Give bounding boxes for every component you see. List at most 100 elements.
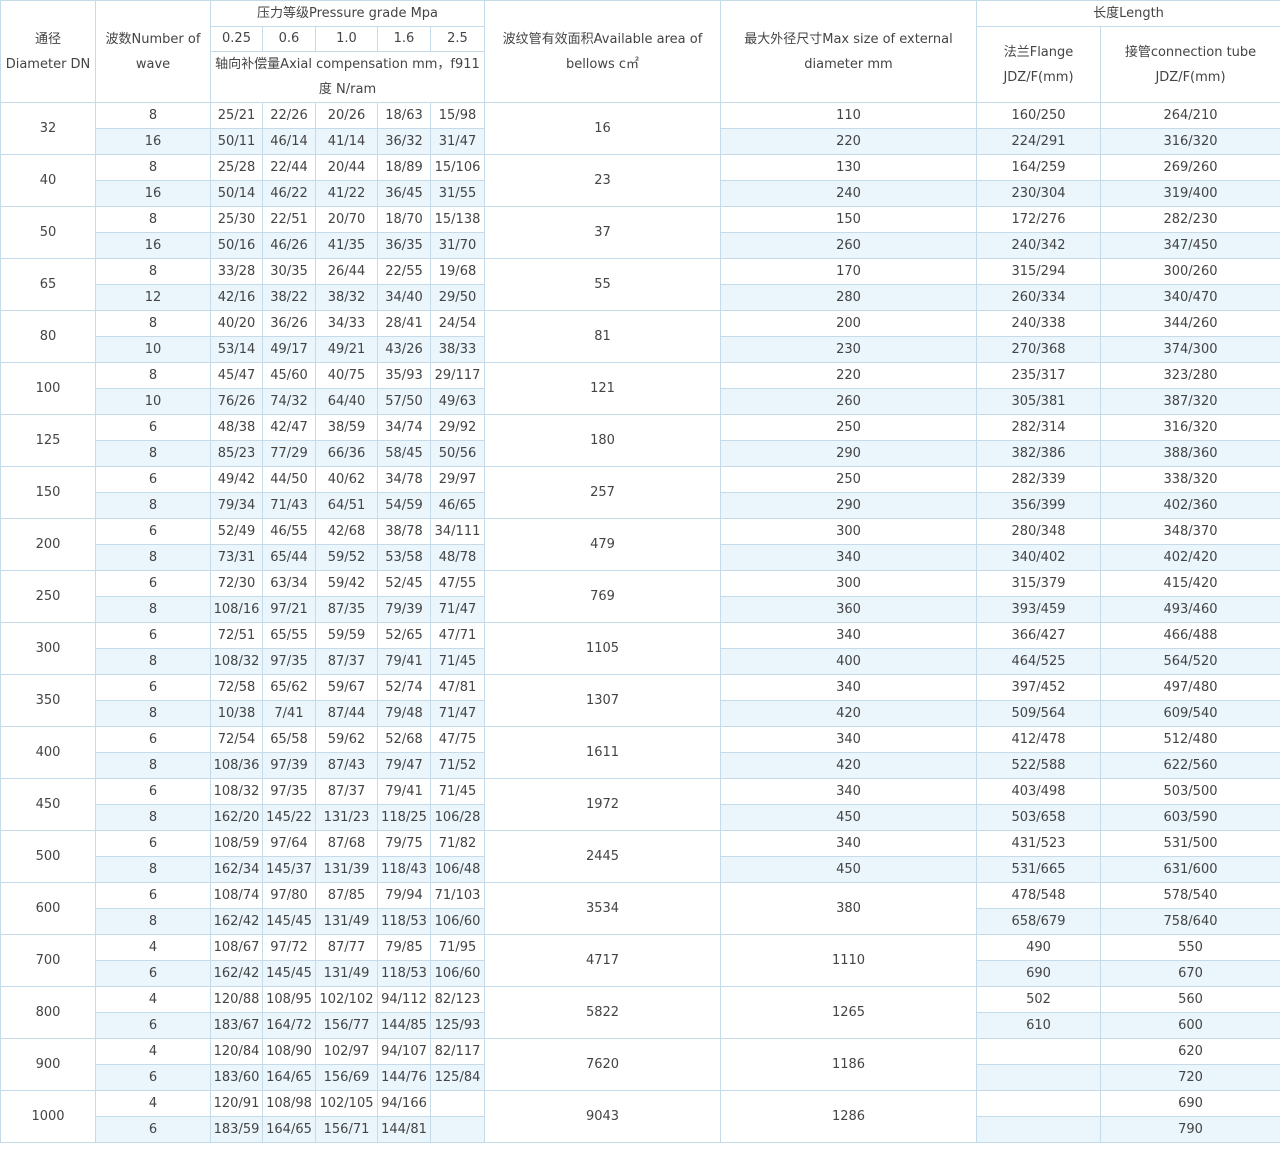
table-row: 32 8 25/21 22/26 20/26 18/63 15/98 16 110 160/250… bbox=[0, 102, 1280, 155]
compensation-cell: 45/47 bbox=[210, 362, 263, 389]
compensation-cell: 25/21 bbox=[210, 102, 263, 129]
tube-cell: 550 bbox=[1100, 934, 1280, 961]
compensation-cell: 145/37 bbox=[262, 856, 316, 883]
max-size-cell: 300 bbox=[720, 518, 977, 545]
table-row: 200 6 52/49 46/55 42/68 38/78 34/111 479 300 280/… bbox=[0, 518, 1280, 571]
compensation-cell: 29/117 bbox=[430, 362, 485, 389]
dn-cell: 1000 bbox=[0, 1090, 96, 1143]
wave-cell: 6 bbox=[95, 570, 211, 597]
wave-cell: 4 bbox=[95, 986, 211, 1013]
max-size-cell: 260 bbox=[720, 388, 977, 415]
max-size-cell: 230 bbox=[720, 336, 977, 363]
flange-cell: 502 bbox=[976, 986, 1101, 1013]
header-cell: 压力等级Pressure grade Mpa bbox=[210, 0, 485, 27]
wave-cell: 8 bbox=[95, 544, 211, 571]
compensation-cell: 108/16 bbox=[210, 596, 263, 623]
compensation-cell: 18/70 bbox=[377, 206, 431, 233]
area-cell: 180 bbox=[484, 414, 721, 467]
wave-cell: 6 bbox=[95, 414, 211, 441]
wave-cell: 8 bbox=[95, 440, 211, 467]
area-cell: 23 bbox=[484, 154, 721, 207]
flange-cell bbox=[976, 1064, 1101, 1091]
table-row: 8 108/16 97/21 87/35 79/39 71/47 360 393/459 493… bbox=[1, 596, 1280, 623]
table-row: 350 6 72/58 65/62 59/67 52/74 47/81 1307 340 397/… bbox=[0, 674, 1280, 727]
table-row: 600 6 108/74 97/80 87/85 79/94 71/103 3534 380 47… bbox=[0, 882, 1280, 935]
dn-cell: 250 bbox=[0, 570, 96, 623]
max-size-cell: 220 bbox=[720, 128, 977, 155]
area-cell: 5822 bbox=[484, 986, 721, 1039]
compensation-cell: 102/105 bbox=[315, 1090, 378, 1117]
compensation-cell: 52/65 bbox=[377, 622, 431, 649]
compensation-cell: 19/68 bbox=[430, 258, 485, 285]
table-row: 6 183/59 164/65 156/71 144/81 790 bbox=[1, 1116, 1280, 1143]
tube-cell: 323/280 bbox=[1100, 362, 1280, 389]
compensation-cell: 35/93 bbox=[377, 362, 431, 389]
wave-cell: 16 bbox=[95, 232, 211, 259]
wave-cell: 6 bbox=[95, 674, 211, 701]
tube-cell: 466/488 bbox=[1100, 622, 1280, 649]
compensation-cell: 79/34 bbox=[210, 492, 263, 519]
compensation-cell: 144/81 bbox=[377, 1116, 431, 1143]
max-size-cell: 420 bbox=[720, 752, 977, 779]
compensation-cell: 183/67 bbox=[210, 1012, 263, 1039]
flange-cell: 315/294 bbox=[976, 258, 1101, 285]
max-size-cell: 290 bbox=[720, 440, 977, 467]
compensation-cell: 72/30 bbox=[210, 570, 263, 597]
compensation-cell: 38/78 bbox=[377, 518, 431, 545]
compensation-cell: 15/106 bbox=[430, 154, 485, 181]
compensation-cell: 131/23 bbox=[315, 804, 378, 831]
wave-cell: 8 bbox=[95, 596, 211, 623]
area-cell: 81 bbox=[484, 310, 721, 363]
compensation-cell: 118/53 bbox=[377, 960, 431, 987]
compensation-cell: 97/21 bbox=[262, 596, 316, 623]
wave-cell: 6 bbox=[95, 726, 211, 753]
compensation-cell: 54/59 bbox=[377, 492, 431, 519]
compensation-cell: 87/85 bbox=[315, 882, 378, 909]
compensation-cell: 64/40 bbox=[315, 388, 378, 415]
compensation-cell: 106/48 bbox=[430, 856, 485, 883]
max-size-cell: 130 bbox=[720, 154, 977, 181]
flange-cell: 509/564 bbox=[976, 700, 1101, 727]
wave-cell: 8 bbox=[95, 102, 211, 129]
tube-cell: 402/420 bbox=[1100, 544, 1280, 571]
wave-cell: 8 bbox=[95, 856, 211, 883]
compensation-cell: 40/20 bbox=[210, 310, 263, 337]
compensation-cell: 120/88 bbox=[210, 986, 263, 1013]
dn-cell: 150 bbox=[0, 466, 96, 519]
compensation-cell: 36/32 bbox=[377, 128, 431, 155]
compensation-cell: 46/14 bbox=[262, 128, 316, 155]
compensation-cell: 65/44 bbox=[262, 544, 316, 571]
compensation-cell: 94/107 bbox=[377, 1038, 431, 1065]
compensation-cell: 125/84 bbox=[430, 1064, 485, 1091]
compensation-cell: 79/41 bbox=[377, 648, 431, 675]
compensation-cell: 20/26 bbox=[315, 102, 378, 129]
max-size-cell: 110 bbox=[720, 102, 977, 129]
compensation-cell: 183/59 bbox=[210, 1116, 263, 1143]
table-row: 8 162/42 145/45 131/49 118/53 106/60 658/679 75… bbox=[1, 908, 1280, 935]
table-row: 8 108/32 97/35 87/37 79/41 71/45 400 464/525 564… bbox=[1, 648, 1280, 675]
compensation-cell: 162/42 bbox=[210, 908, 263, 935]
area-cell: 121 bbox=[484, 362, 721, 415]
compensation-cell: 46/26 bbox=[262, 232, 316, 259]
tube-cell: 720 bbox=[1100, 1064, 1280, 1091]
compensation-cell: 34/78 bbox=[377, 466, 431, 493]
flange-cell: 270/368 bbox=[976, 336, 1101, 363]
wave-cell: 6 bbox=[95, 466, 211, 493]
table-row: 8 79/34 71/43 64/51 54/59 46/65 290 356/399 402/… bbox=[1, 492, 1280, 519]
table-row: 450 6 108/32 97/35 87/37 79/41 71/45 1972 340 403… bbox=[0, 778, 1280, 831]
area-cell: 257 bbox=[484, 466, 721, 519]
header-cell: 最大外径尺寸Max size of external diameter mm bbox=[720, 0, 977, 103]
compensation-cell: 72/54 bbox=[210, 726, 263, 753]
compensation-cell: 108/67 bbox=[210, 934, 263, 961]
compensation-cell: 97/35 bbox=[262, 648, 316, 675]
compensation-cell: 52/68 bbox=[377, 726, 431, 753]
dn-cell: 32 bbox=[0, 102, 96, 155]
wave-cell: 6 bbox=[95, 1116, 211, 1143]
max-size-cell: 450 bbox=[720, 856, 977, 883]
table-row: 125 6 48/38 42/47 38/59 34/74 29/92 180 250 282/3… bbox=[0, 414, 1280, 467]
compensation-cell: 52/74 bbox=[377, 674, 431, 701]
compensation-cell: 71/47 bbox=[430, 700, 485, 727]
grade-header: 2.5 bbox=[430, 26, 485, 52]
compensation-cell: 73/31 bbox=[210, 544, 263, 571]
